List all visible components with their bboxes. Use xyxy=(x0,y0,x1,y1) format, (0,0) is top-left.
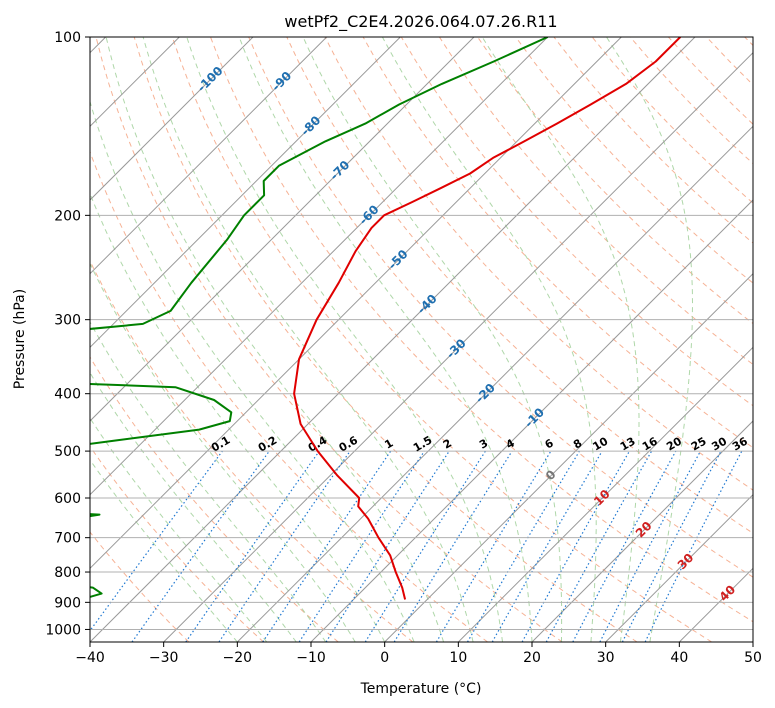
dry-adiabat xyxy=(171,37,712,642)
mixing-ratio-line xyxy=(185,450,320,642)
isotherms xyxy=(90,37,753,642)
moist-adiabat xyxy=(90,371,297,642)
mixing-ratio-line xyxy=(262,450,392,642)
mixing-ratio-line xyxy=(545,450,653,642)
dry-adiabat xyxy=(133,37,638,642)
isotherm-line xyxy=(90,37,696,642)
moist-adiabat xyxy=(90,262,356,642)
mixing-ratio-lines xyxy=(90,450,743,642)
mixing-ratio-line xyxy=(325,450,450,642)
x-tick-label: −40 xyxy=(75,650,105,666)
y-tick-label: 800 xyxy=(54,565,81,581)
dewpoint-profile-line xyxy=(90,37,549,598)
x-tick-label: 30 xyxy=(597,650,615,666)
chart-title: wetPf2_C2E4.2026.064.07.26.R11 xyxy=(284,12,557,32)
isobars xyxy=(90,37,753,630)
x-tick-label: −30 xyxy=(149,650,179,666)
x-tick-label: −20 xyxy=(223,650,253,666)
dry-adiabat xyxy=(90,356,339,642)
plot-area: -100 -90-80-70-60-50-40-30-20-10010203040… xyxy=(89,36,754,643)
temperature-profile-line xyxy=(293,37,682,600)
x-tick-label: 0 xyxy=(380,650,389,666)
sounding-profiles xyxy=(90,37,682,600)
mixing-ratio-line xyxy=(298,450,425,642)
dry-adiabat xyxy=(90,150,488,642)
y-tick-label: 600 xyxy=(54,491,81,507)
moist-adiabat xyxy=(302,37,563,642)
mixing-ratio-line xyxy=(521,450,631,642)
isotherm-line xyxy=(310,199,753,642)
moist-adiabat xyxy=(90,459,238,642)
isotherm-line xyxy=(90,37,328,275)
mixing-ratio-line xyxy=(572,450,677,642)
moist-adiabat xyxy=(606,37,693,642)
y-tick-label: 300 xyxy=(54,313,81,329)
mixing-ratio-line xyxy=(218,450,351,642)
moist-adiabat xyxy=(381,37,597,642)
x-tick-label: 10 xyxy=(449,650,467,666)
x-tick-label: −10 xyxy=(296,650,326,666)
y-axis: 100 200 300 400 500 600 700 800 900 1000 xyxy=(45,30,90,638)
plot-frame xyxy=(89,36,754,643)
isotherm-line xyxy=(384,272,753,642)
dry-adiabat xyxy=(248,37,753,578)
isotherm-line xyxy=(163,51,753,642)
x-tick-label: 40 xyxy=(670,650,688,666)
dry-adiabat xyxy=(438,37,753,366)
dry-adiabat xyxy=(210,37,753,623)
dry-adiabat xyxy=(90,531,190,642)
background-grid: -100 -90-80-70-60-50-40-30-20-10010203040… xyxy=(90,37,753,642)
moist-adiabat xyxy=(105,37,445,642)
moist-adiabat xyxy=(142,37,474,642)
y-tick-label: 700 xyxy=(54,531,81,547)
y-tick-label: 1000 xyxy=(45,622,81,638)
mixing-ratio-line xyxy=(393,450,513,642)
y-axis-label: Pressure (hPa) xyxy=(12,289,28,389)
isotherm-line xyxy=(531,420,753,642)
x-tick-label: 20 xyxy=(523,650,541,666)
y-tick-label: 500 xyxy=(54,444,81,460)
y-tick-label: 900 xyxy=(54,595,81,611)
isotherm-line xyxy=(90,37,254,201)
y-tick-label: 400 xyxy=(54,387,81,403)
isotherm-line xyxy=(90,37,622,570)
dry-adiabat xyxy=(515,37,753,284)
isotherm-line xyxy=(236,125,753,642)
isotherm-line xyxy=(90,37,475,422)
dry-adiabat xyxy=(400,37,753,407)
isotherm-line xyxy=(90,37,549,496)
y-tick-label: 100 xyxy=(54,30,81,46)
moist-adiabat xyxy=(186,37,503,642)
dry-adiabat xyxy=(90,445,264,642)
isotherm-line xyxy=(605,493,753,642)
mixing-ratio-line xyxy=(131,450,270,642)
moist-adiabat xyxy=(238,37,533,642)
moist-adiabat xyxy=(481,37,640,642)
mixing-ratio-line xyxy=(644,450,743,642)
isotherm-line xyxy=(90,37,401,349)
y-tick-label: 200 xyxy=(54,208,81,224)
moist-adiabat xyxy=(90,417,268,642)
mixing-ratio-line xyxy=(90,450,223,632)
dry-adiabat xyxy=(95,37,563,642)
x-axis: −40 −30 −20 −10 0 10 20 30 40 50 xyxy=(75,642,762,666)
moist-adiabat xyxy=(90,192,386,642)
isotherm-line xyxy=(457,346,753,642)
x-tick-label: 50 xyxy=(744,650,762,666)
x-axis-label: Temperature (°C) xyxy=(360,681,482,697)
